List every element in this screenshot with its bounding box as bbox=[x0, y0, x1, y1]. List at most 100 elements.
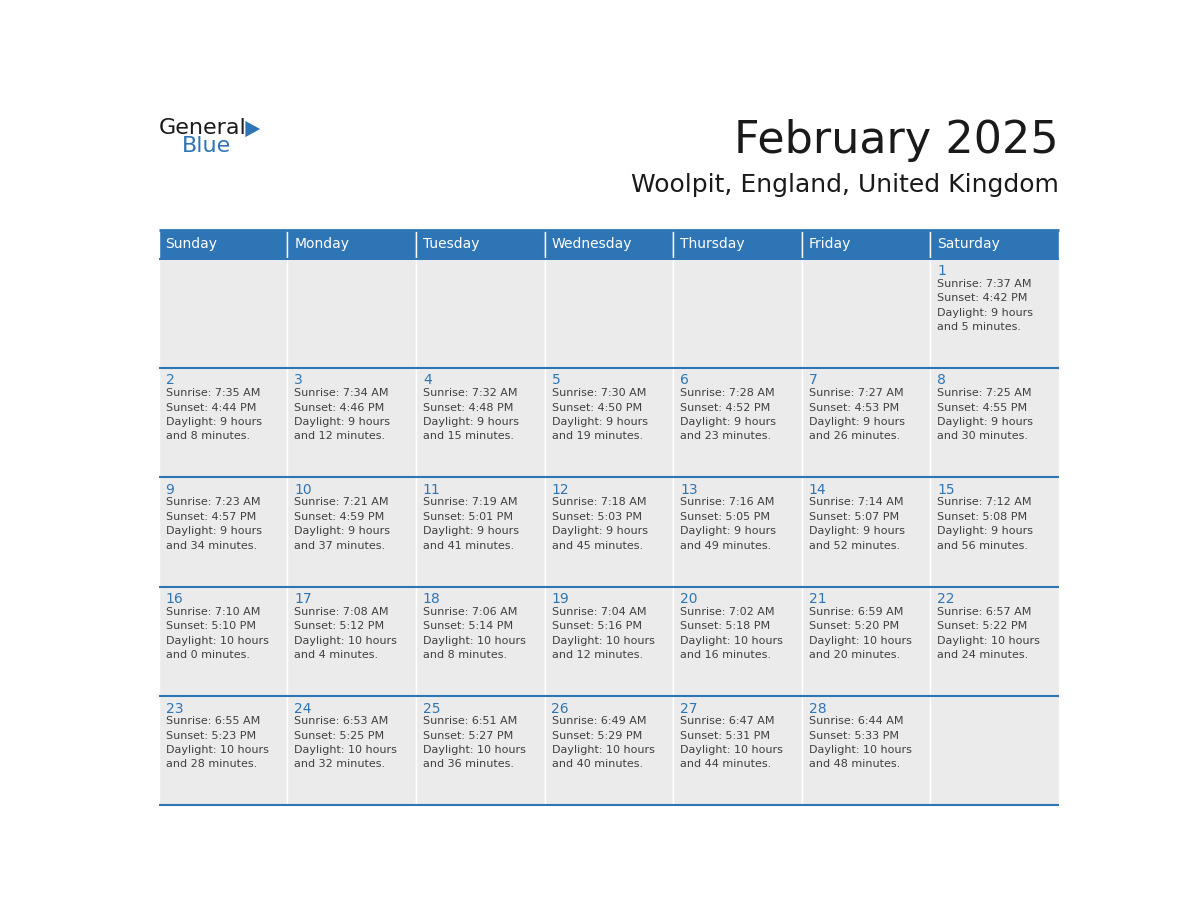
Text: Sunrise: 7:21 AM
Sunset: 4:59 PM
Daylight: 9 hours
and 37 minutes.: Sunrise: 7:21 AM Sunset: 4:59 PM Dayligh… bbox=[295, 498, 390, 551]
Text: Sunrise: 6:49 AM
Sunset: 5:29 PM
Daylight: 10 hours
and 40 minutes.: Sunrise: 6:49 AM Sunset: 5:29 PM Dayligh… bbox=[551, 716, 655, 769]
Bar bbox=[544, 259, 674, 368]
Bar bbox=[158, 587, 287, 696]
Bar bbox=[158, 696, 287, 805]
Bar bbox=[802, 368, 930, 477]
Bar bbox=[674, 477, 802, 587]
Bar bbox=[930, 259, 1060, 368]
Bar bbox=[674, 230, 802, 259]
Text: 20: 20 bbox=[681, 592, 697, 606]
Text: Sunrise: 7:16 AM
Sunset: 5:05 PM
Daylight: 9 hours
and 49 minutes.: Sunrise: 7:16 AM Sunset: 5:05 PM Dayligh… bbox=[681, 498, 776, 551]
Bar bbox=[287, 477, 416, 587]
Text: Sunrise: 7:12 AM
Sunset: 5:08 PM
Daylight: 9 hours
and 56 minutes.: Sunrise: 7:12 AM Sunset: 5:08 PM Dayligh… bbox=[937, 498, 1034, 551]
Text: 7: 7 bbox=[809, 374, 817, 387]
Text: Saturday: Saturday bbox=[937, 237, 1000, 252]
Text: Sunrise: 7:04 AM
Sunset: 5:16 PM
Daylight: 10 hours
and 12 minutes.: Sunrise: 7:04 AM Sunset: 5:16 PM Dayligh… bbox=[551, 607, 655, 660]
Bar bbox=[674, 259, 802, 368]
Bar bbox=[416, 696, 544, 805]
Text: 19: 19 bbox=[551, 592, 569, 606]
Text: 4: 4 bbox=[423, 374, 431, 387]
Bar bbox=[930, 587, 1060, 696]
Bar bbox=[802, 477, 930, 587]
Bar bbox=[416, 587, 544, 696]
Text: 24: 24 bbox=[295, 701, 311, 715]
Text: Sunrise: 7:25 AM
Sunset: 4:55 PM
Daylight: 9 hours
and 30 minutes.: Sunrise: 7:25 AM Sunset: 4:55 PM Dayligh… bbox=[937, 388, 1034, 442]
Text: Sunrise: 6:57 AM
Sunset: 5:22 PM
Daylight: 10 hours
and 24 minutes.: Sunrise: 6:57 AM Sunset: 5:22 PM Dayligh… bbox=[937, 607, 1041, 660]
Text: Wednesday: Wednesday bbox=[551, 237, 632, 252]
Text: Sunrise: 7:08 AM
Sunset: 5:12 PM
Daylight: 10 hours
and 4 minutes.: Sunrise: 7:08 AM Sunset: 5:12 PM Dayligh… bbox=[295, 607, 397, 660]
Text: Sunrise: 6:55 AM
Sunset: 5:23 PM
Daylight: 10 hours
and 28 minutes.: Sunrise: 6:55 AM Sunset: 5:23 PM Dayligh… bbox=[165, 716, 268, 769]
Text: 18: 18 bbox=[423, 592, 441, 606]
Bar bbox=[158, 368, 287, 477]
Bar bbox=[287, 259, 416, 368]
Text: 8: 8 bbox=[937, 374, 947, 387]
Text: 17: 17 bbox=[295, 592, 311, 606]
Bar bbox=[544, 587, 674, 696]
Text: 2: 2 bbox=[165, 374, 175, 387]
Text: 21: 21 bbox=[809, 592, 827, 606]
Bar bbox=[930, 477, 1060, 587]
Text: 9: 9 bbox=[165, 483, 175, 497]
Text: Sunday: Sunday bbox=[165, 237, 217, 252]
Text: 5: 5 bbox=[551, 374, 561, 387]
Text: 13: 13 bbox=[681, 483, 697, 497]
Bar bbox=[544, 230, 674, 259]
Text: Blue: Blue bbox=[182, 137, 232, 156]
Bar bbox=[802, 587, 930, 696]
Text: Sunrise: 7:14 AM
Sunset: 5:07 PM
Daylight: 9 hours
and 52 minutes.: Sunrise: 7:14 AM Sunset: 5:07 PM Dayligh… bbox=[809, 498, 905, 551]
Polygon shape bbox=[246, 121, 260, 137]
Bar bbox=[158, 477, 287, 587]
Text: 11: 11 bbox=[423, 483, 441, 497]
Text: 6: 6 bbox=[681, 374, 689, 387]
Bar bbox=[674, 696, 802, 805]
Text: Sunrise: 7:28 AM
Sunset: 4:52 PM
Daylight: 9 hours
and 23 minutes.: Sunrise: 7:28 AM Sunset: 4:52 PM Dayligh… bbox=[681, 388, 776, 442]
Text: General: General bbox=[158, 118, 246, 138]
Bar bbox=[802, 696, 930, 805]
Text: 10: 10 bbox=[295, 483, 311, 497]
Text: Sunrise: 6:59 AM
Sunset: 5:20 PM
Daylight: 10 hours
and 20 minutes.: Sunrise: 6:59 AM Sunset: 5:20 PM Dayligh… bbox=[809, 607, 911, 660]
Bar bbox=[544, 368, 674, 477]
Text: Sunrise: 6:51 AM
Sunset: 5:27 PM
Daylight: 10 hours
and 36 minutes.: Sunrise: 6:51 AM Sunset: 5:27 PM Dayligh… bbox=[423, 716, 526, 769]
Text: 15: 15 bbox=[937, 483, 955, 497]
Bar bbox=[674, 587, 802, 696]
Text: Sunrise: 7:34 AM
Sunset: 4:46 PM
Daylight: 9 hours
and 12 minutes.: Sunrise: 7:34 AM Sunset: 4:46 PM Dayligh… bbox=[295, 388, 390, 442]
Bar bbox=[802, 230, 930, 259]
Bar bbox=[802, 259, 930, 368]
Bar bbox=[287, 696, 416, 805]
Text: Sunrise: 7:30 AM
Sunset: 4:50 PM
Daylight: 9 hours
and 19 minutes.: Sunrise: 7:30 AM Sunset: 4:50 PM Dayligh… bbox=[551, 388, 647, 442]
Text: February 2025: February 2025 bbox=[734, 119, 1060, 162]
Text: Sunrise: 6:47 AM
Sunset: 5:31 PM
Daylight: 10 hours
and 44 minutes.: Sunrise: 6:47 AM Sunset: 5:31 PM Dayligh… bbox=[681, 716, 783, 769]
Bar bbox=[158, 259, 287, 368]
Text: Sunrise: 7:06 AM
Sunset: 5:14 PM
Daylight: 10 hours
and 8 minutes.: Sunrise: 7:06 AM Sunset: 5:14 PM Dayligh… bbox=[423, 607, 526, 660]
Bar bbox=[158, 230, 287, 259]
Bar bbox=[544, 696, 674, 805]
Text: Sunrise: 6:53 AM
Sunset: 5:25 PM
Daylight: 10 hours
and 32 minutes.: Sunrise: 6:53 AM Sunset: 5:25 PM Dayligh… bbox=[295, 716, 397, 769]
Text: 28: 28 bbox=[809, 701, 827, 715]
Text: 12: 12 bbox=[551, 483, 569, 497]
Bar bbox=[416, 477, 544, 587]
Text: Tuesday: Tuesday bbox=[423, 237, 479, 252]
Text: 23: 23 bbox=[165, 701, 183, 715]
Bar bbox=[416, 230, 544, 259]
Text: Sunrise: 7:35 AM
Sunset: 4:44 PM
Daylight: 9 hours
and 8 minutes.: Sunrise: 7:35 AM Sunset: 4:44 PM Dayligh… bbox=[165, 388, 261, 442]
Text: 3: 3 bbox=[295, 374, 303, 387]
Text: Sunrise: 7:19 AM
Sunset: 5:01 PM
Daylight: 9 hours
and 41 minutes.: Sunrise: 7:19 AM Sunset: 5:01 PM Dayligh… bbox=[423, 498, 519, 551]
Text: Woolpit, England, United Kingdom: Woolpit, England, United Kingdom bbox=[631, 174, 1060, 197]
Bar bbox=[930, 230, 1060, 259]
Text: Sunrise: 7:27 AM
Sunset: 4:53 PM
Daylight: 9 hours
and 26 minutes.: Sunrise: 7:27 AM Sunset: 4:53 PM Dayligh… bbox=[809, 388, 905, 442]
Text: Sunrise: 6:44 AM
Sunset: 5:33 PM
Daylight: 10 hours
and 48 minutes.: Sunrise: 6:44 AM Sunset: 5:33 PM Dayligh… bbox=[809, 716, 911, 769]
Text: Sunrise: 7:32 AM
Sunset: 4:48 PM
Daylight: 9 hours
and 15 minutes.: Sunrise: 7:32 AM Sunset: 4:48 PM Dayligh… bbox=[423, 388, 519, 442]
Text: 26: 26 bbox=[551, 701, 569, 715]
Bar bbox=[416, 368, 544, 477]
Text: Thursday: Thursday bbox=[681, 237, 745, 252]
Text: Sunrise: 7:10 AM
Sunset: 5:10 PM
Daylight: 10 hours
and 0 minutes.: Sunrise: 7:10 AM Sunset: 5:10 PM Dayligh… bbox=[165, 607, 268, 660]
Bar bbox=[930, 696, 1060, 805]
Text: Sunrise: 7:37 AM
Sunset: 4:42 PM
Daylight: 9 hours
and 5 minutes.: Sunrise: 7:37 AM Sunset: 4:42 PM Dayligh… bbox=[937, 279, 1034, 332]
Bar bbox=[287, 368, 416, 477]
Text: 16: 16 bbox=[165, 592, 183, 606]
Bar bbox=[930, 368, 1060, 477]
Bar bbox=[674, 368, 802, 477]
Bar bbox=[287, 587, 416, 696]
Text: 22: 22 bbox=[937, 592, 955, 606]
Text: 14: 14 bbox=[809, 483, 827, 497]
Text: Sunrise: 7:02 AM
Sunset: 5:18 PM
Daylight: 10 hours
and 16 minutes.: Sunrise: 7:02 AM Sunset: 5:18 PM Dayligh… bbox=[681, 607, 783, 660]
